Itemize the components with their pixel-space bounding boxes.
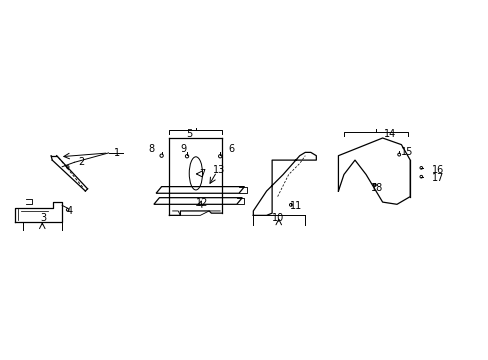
Text: 11: 11 — [290, 201, 302, 211]
Text: 6: 6 — [228, 144, 234, 153]
Text: 17: 17 — [431, 174, 443, 183]
Text: 10: 10 — [271, 213, 283, 223]
Text: 3: 3 — [40, 213, 46, 223]
Text: 8: 8 — [148, 144, 154, 153]
Text: 13: 13 — [212, 165, 225, 175]
Text: 2: 2 — [78, 157, 84, 167]
Text: 9: 9 — [180, 144, 186, 153]
Text: 12: 12 — [196, 198, 208, 208]
Text: 15: 15 — [400, 147, 412, 157]
Text: 1: 1 — [114, 148, 120, 158]
Text: 14: 14 — [384, 129, 396, 139]
Text: 18: 18 — [370, 183, 383, 193]
Text: 16: 16 — [431, 165, 443, 175]
Text: 7: 7 — [199, 169, 205, 179]
Text: 4: 4 — [67, 207, 73, 216]
Text: 5: 5 — [186, 129, 192, 139]
